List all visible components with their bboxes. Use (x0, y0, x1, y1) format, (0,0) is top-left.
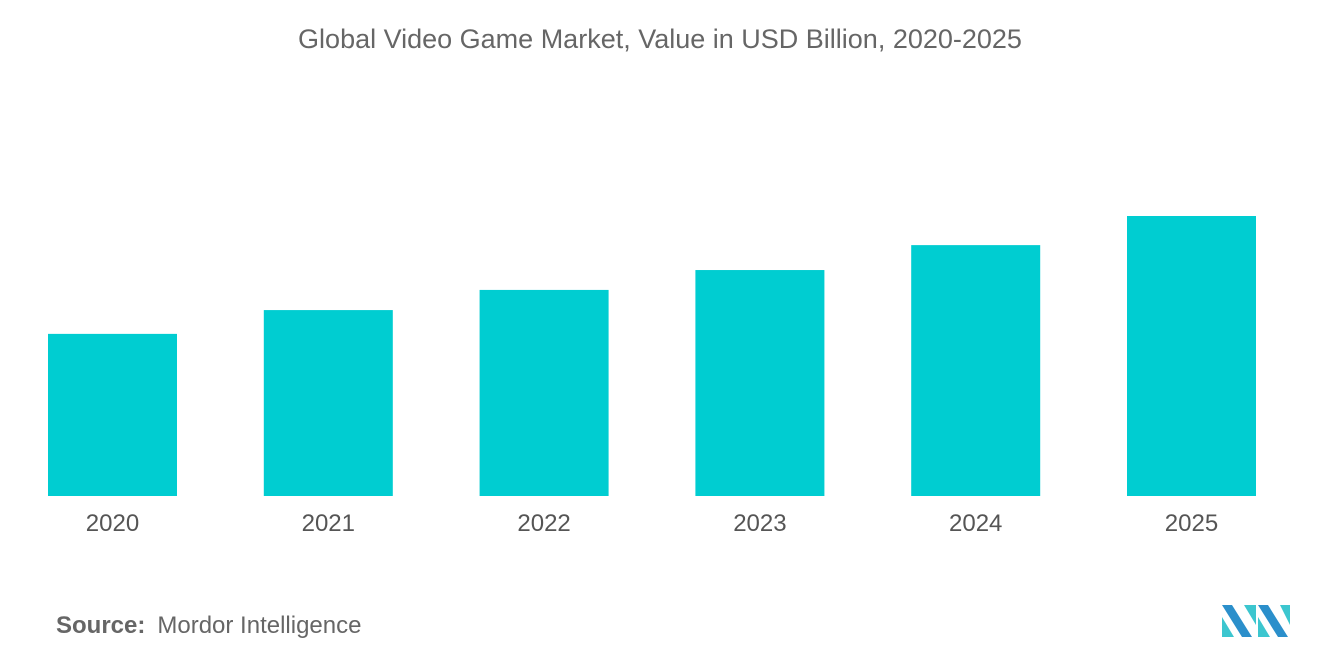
bar-2022 (479, 289, 609, 496)
x-tick-label: 2020 (86, 510, 139, 537)
x-tick-label: 2025 (1165, 510, 1218, 537)
source-label: Source: (56, 612, 146, 639)
bar-2023 (695, 270, 825, 496)
source-text: Mordor Intelligence (157, 612, 362, 639)
bar-chart: 2020 2021 2022 2023 2024 2025 (48, 216, 1256, 537)
bar-2024 (911, 245, 1041, 496)
bar-2021 (263, 310, 393, 496)
bar-2020 (48, 333, 177, 496)
x-tick-label: 2024 (949, 510, 1002, 537)
source-note: Source: Mordor Intelligence (56, 612, 361, 640)
x-tick-label: 2022 (517, 510, 570, 537)
bar-2025 (1127, 216, 1256, 496)
x-tick-label: 2023 (733, 510, 786, 537)
mordor-logo (1222, 605, 1290, 637)
x-tick-label: 2021 (302, 510, 355, 537)
chart-title: Global Video Game Market, Value in USD B… (298, 24, 1022, 54)
